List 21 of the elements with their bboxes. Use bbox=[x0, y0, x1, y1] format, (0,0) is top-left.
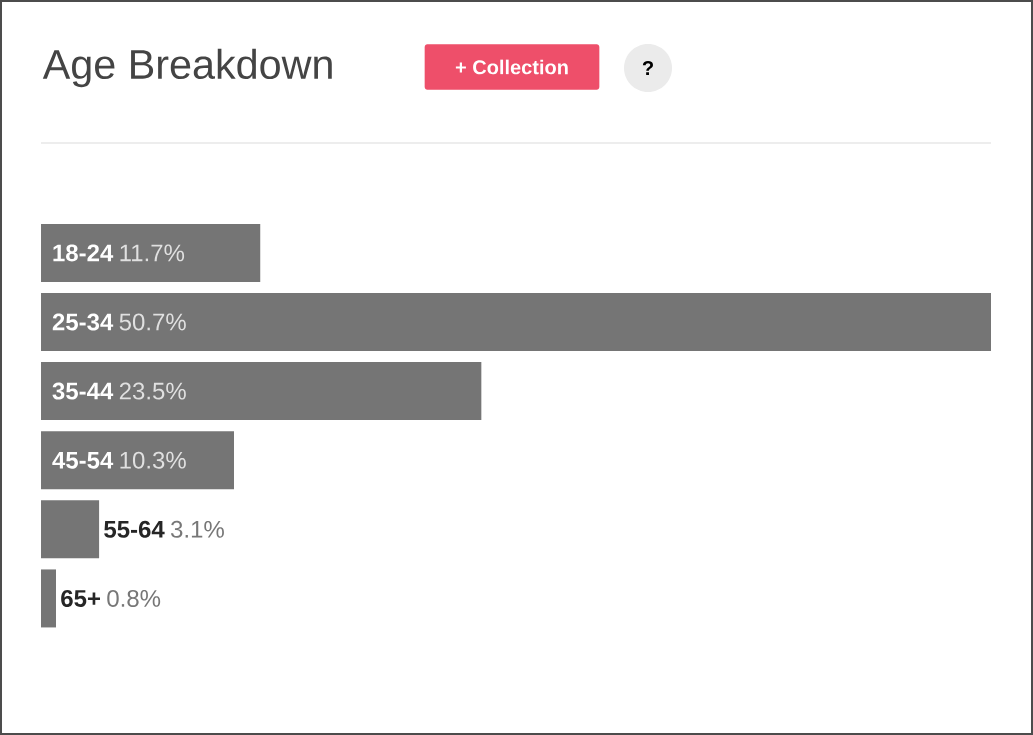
y-tick-label: 45-54 bbox=[52, 451, 114, 469]
data-label: 10.3% bbox=[120, 451, 186, 469]
data-label: 0.8% bbox=[107, 589, 161, 607]
data-label: 3.1% bbox=[171, 520, 224, 538]
data-label: 23.5% bbox=[119, 382, 186, 400]
text: + Collection bbox=[455, 59, 568, 75]
y-tick-label: 65+ bbox=[61, 589, 100, 607]
text: ? bbox=[642, 61, 653, 75]
data-label: 50.7% bbox=[119, 313, 186, 331]
bar bbox=[41, 362, 482, 421]
bar bbox=[41, 431, 234, 490]
y-tick-label: 35-44 bbox=[52, 382, 114, 400]
bar bbox=[41, 500, 100, 559]
bar bbox=[41, 569, 56, 628]
y-tick-label: 18-24 bbox=[53, 244, 114, 262]
bar bbox=[41, 292, 991, 351]
data-label: 11.7% bbox=[120, 244, 185, 262]
y-tick-label: 55-64 bbox=[104, 520, 165, 538]
chart-title: Age Breakdown bbox=[42, 48, 332, 88]
bar bbox=[41, 223, 261, 282]
y-tick-label: 25-34 bbox=[52, 313, 114, 331]
